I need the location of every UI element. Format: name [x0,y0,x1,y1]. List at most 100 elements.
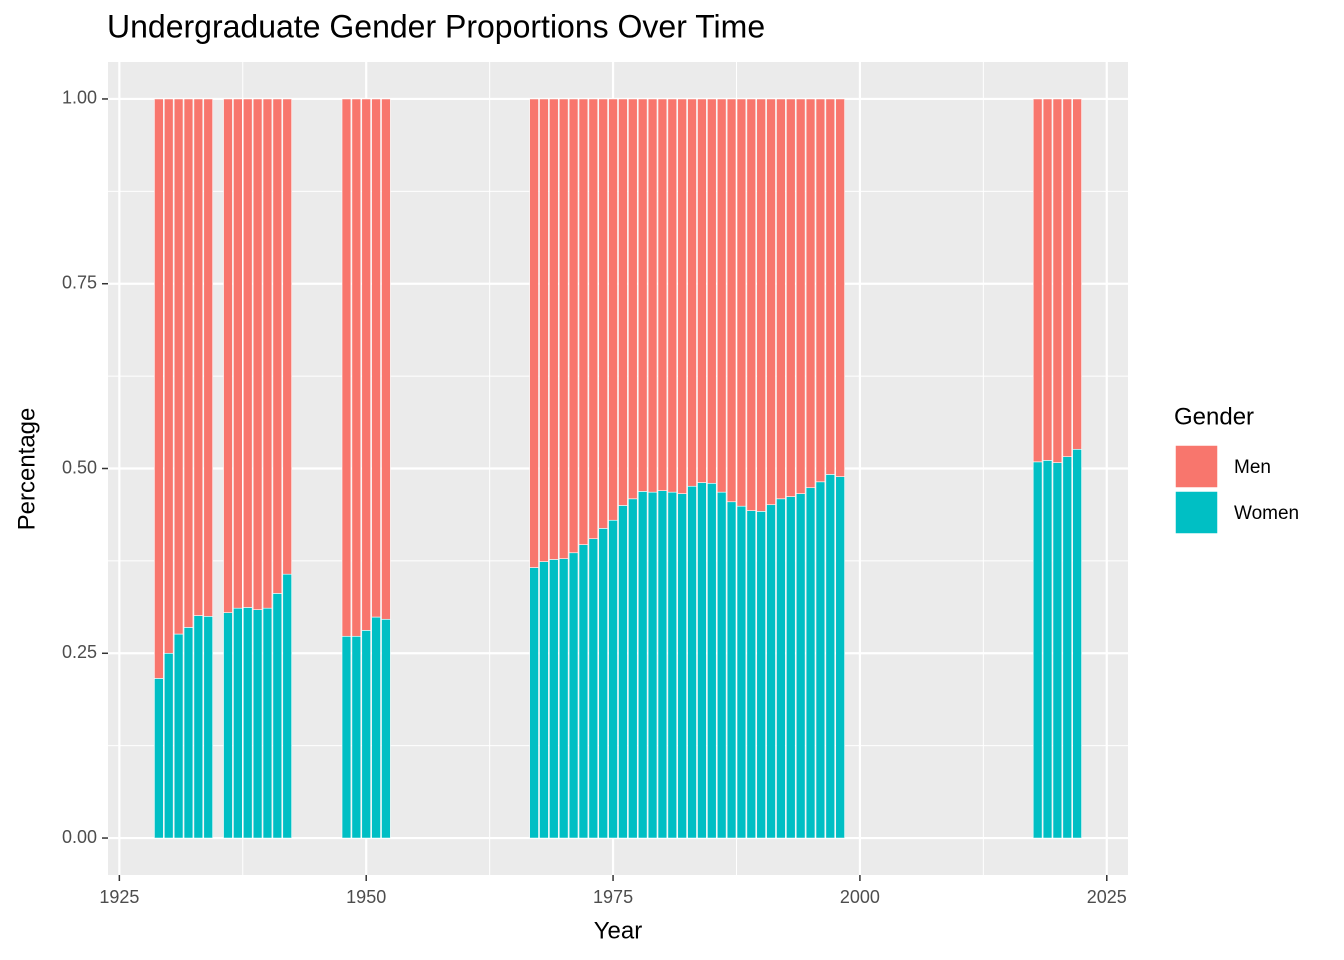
bar-segment [233,607,243,839]
bar-segment [756,511,766,839]
bar-segment [628,498,638,839]
bar-segment [746,98,757,511]
legend-label: Men [1234,457,1271,478]
bar-segment [697,98,707,483]
bar-segment [716,491,727,839]
bar-segment [805,98,816,489]
bar-segment [1042,98,1053,461]
legend-key [1174,444,1219,489]
bar-segment [835,476,845,839]
bar-segment [795,98,806,494]
bar-segment [618,98,628,506]
bar-segment [223,612,233,839]
bar-segment [707,482,717,839]
bar-segment [687,98,697,487]
bar-segment [835,98,845,477]
bar-segment [667,491,678,839]
bar-segment [1042,460,1053,839]
bar-segment [549,559,559,839]
bar-segment [618,505,628,839]
bar-segment [252,98,263,610]
bar-segment [726,98,737,503]
bar-segment [381,618,391,839]
bar-segment [608,519,618,839]
bar-segment [1062,98,1073,457]
bar-segment [154,98,164,679]
bar-segment [163,652,174,839]
bar-segment [568,98,579,554]
bar-segment [588,538,599,839]
bar-segment [371,616,381,839]
bar-segment [657,490,668,839]
bar-segment [233,98,243,609]
bar-segment [637,98,648,492]
bar-segment [795,493,806,839]
bar-segment [766,504,776,839]
bar-segment [539,98,549,562]
x-axis-title: Year [594,917,643,944]
bar-segment [351,98,362,637]
y-axis-title: Percentage [13,408,40,531]
bar-segment [282,98,292,575]
bar-segment [756,98,766,512]
bar-segment [766,98,776,506]
bar-segment [677,493,687,839]
bar-segment [558,558,569,839]
bar-segment [341,98,352,637]
bar-segment [815,481,826,839]
bar-segment [262,607,273,839]
bar-segment [1052,462,1063,839]
bar-segment [736,505,747,839]
legend-label: Women [1234,503,1299,524]
bar-segment [1052,98,1063,463]
x-tick-label: 1925 [99,887,139,907]
bar-segment [726,501,737,839]
bar-segment [173,633,184,839]
bar-segment [1032,461,1043,839]
bar-segment [203,98,213,617]
bar-segment [558,98,569,559]
y-tick-label: 0.75 [62,272,97,292]
bar-segment [825,474,836,839]
bar-segment [815,98,826,483]
bar-segment [647,491,658,839]
bar-segment [549,98,559,560]
bar-segment [361,630,371,839]
bar-segment [647,98,658,493]
bar-segment [746,510,757,839]
bar-segment [371,98,381,618]
bar-segment [272,98,283,594]
bar-segment [568,552,579,839]
bar-segment [1072,448,1082,839]
bar-segment [173,98,184,635]
bar-segment [381,98,391,620]
bar-segment [539,561,549,839]
x-tick-label: 1975 [593,887,633,907]
bar-segment [154,678,164,839]
bar-segment [529,98,539,568]
bar-segment [657,98,668,491]
bar-segment [578,544,589,839]
bar-segment [598,98,608,529]
bar-segment [529,567,539,839]
bar-segment [637,491,648,839]
bar-segment [776,98,786,500]
bar-segment [786,98,796,497]
y-tick-label: 1.00 [62,88,97,108]
bar-segment [272,593,283,839]
bar-segment [1062,456,1073,839]
bar-segment [351,635,362,839]
bar-segment [252,609,263,839]
bar-segment [776,498,786,839]
bar-segment [608,98,618,521]
y-tick-label: 0.25 [62,642,97,662]
bar-segment [242,607,253,839]
bar-segment [361,98,371,631]
bar-segment [223,98,233,613]
bar-segment [163,98,174,654]
legend-key [1174,490,1219,535]
bar-segment [588,98,599,540]
bar-segment [598,528,608,839]
bar-segment [183,627,194,839]
